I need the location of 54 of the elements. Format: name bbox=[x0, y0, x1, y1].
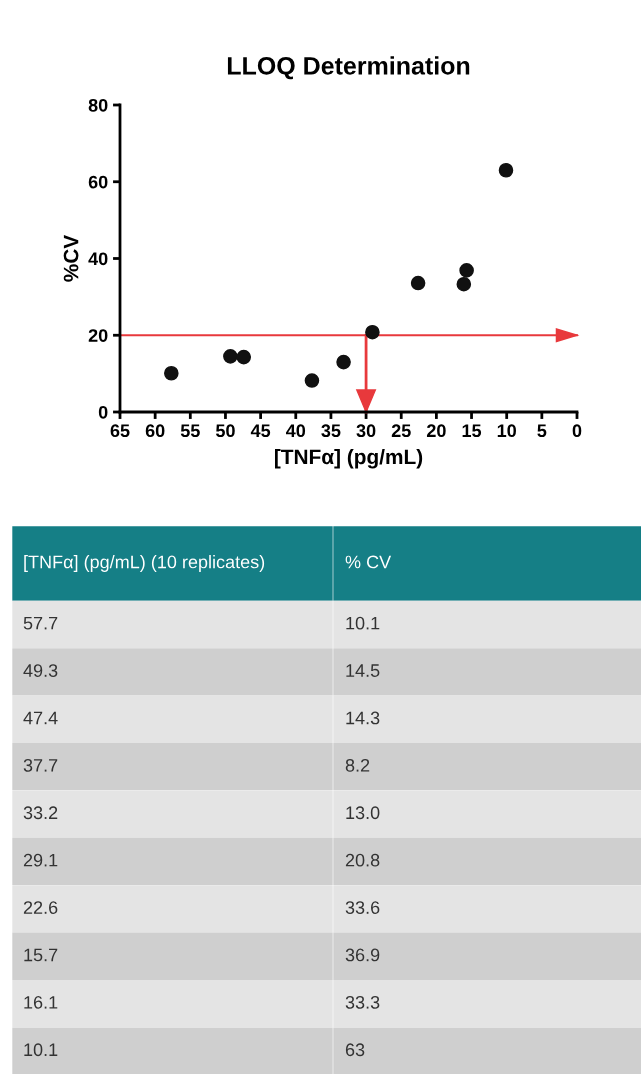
x-tick-label: 45 bbox=[250, 424, 271, 438]
text: 20.8 bbox=[345, 853, 380, 867]
x-tick-label: 60 bbox=[145, 424, 165, 438]
text: 10.1 bbox=[24, 1043, 58, 1057]
y-tick-label: 20 bbox=[88, 329, 108, 342]
point bbox=[336, 354, 351, 370]
text: 22.6 bbox=[23, 901, 58, 914]
text: 49.3 bbox=[23, 664, 58, 677]
point bbox=[164, 365, 179, 381]
text: [TNFα] (pg/mL) (10 replicates) bbox=[24, 555, 265, 572]
text: 29.1 bbox=[23, 853, 58, 867]
text: 33.2 bbox=[23, 806, 58, 820]
x-tick-label: 50 bbox=[215, 424, 235, 438]
text: 14.5 bbox=[346, 664, 380, 677]
y-tick-label: 0 bbox=[98, 405, 108, 419]
text: 57.7 bbox=[23, 616, 58, 630]
text: 63 bbox=[345, 1043, 365, 1057]
point bbox=[410, 275, 426, 291]
y-axis-title: %CV bbox=[63, 234, 79, 282]
x-tick-label: 40 bbox=[286, 424, 306, 438]
x-tick-label: 25 bbox=[391, 424, 411, 438]
text: 36.9 bbox=[345, 948, 380, 962]
x-tick-label: 20 bbox=[426, 424, 446, 438]
point bbox=[236, 349, 252, 365]
x-tick-label: 5 bbox=[537, 424, 547, 438]
point bbox=[456, 276, 472, 292]
x-tick-label: 65 bbox=[110, 424, 130, 438]
text: 33.6 bbox=[345, 901, 380, 914]
text: 13.0 bbox=[346, 806, 380, 820]
text: 47.4 bbox=[23, 711, 58, 725]
point bbox=[459, 263, 474, 278]
y-tick-label: 40 bbox=[88, 252, 108, 266]
point bbox=[304, 373, 320, 388]
chart-title: LLOQ Determination bbox=[227, 56, 470, 80]
x-tick-label: 0 bbox=[572, 424, 582, 438]
x-tick-label: 10 bbox=[497, 424, 516, 438]
text: 10.1 bbox=[346, 616, 380, 630]
x-tick-label: 15 bbox=[462, 424, 482, 438]
y-tick-label: 60 bbox=[88, 175, 108, 189]
text: 8.2 bbox=[345, 758, 370, 772]
text: 15.7 bbox=[24, 948, 58, 962]
text: 16.1 bbox=[24, 995, 58, 1009]
y-tick-label: 80 bbox=[88, 98, 108, 112]
x-tick-label: 35 bbox=[321, 424, 341, 438]
text: 33.3 bbox=[345, 995, 380, 1009]
point bbox=[223, 349, 238, 364]
x-axis-title: [TNFα] (pg/mL) bbox=[275, 448, 423, 469]
point bbox=[498, 162, 514, 178]
point bbox=[365, 324, 380, 340]
text: 37.7 bbox=[23, 758, 58, 772]
text: 14.3 bbox=[346, 711, 380, 725]
text: % CV bbox=[345, 555, 392, 569]
x-tick-label: 55 bbox=[180, 424, 200, 438]
x-tick-label: 30 bbox=[356, 424, 376, 438]
